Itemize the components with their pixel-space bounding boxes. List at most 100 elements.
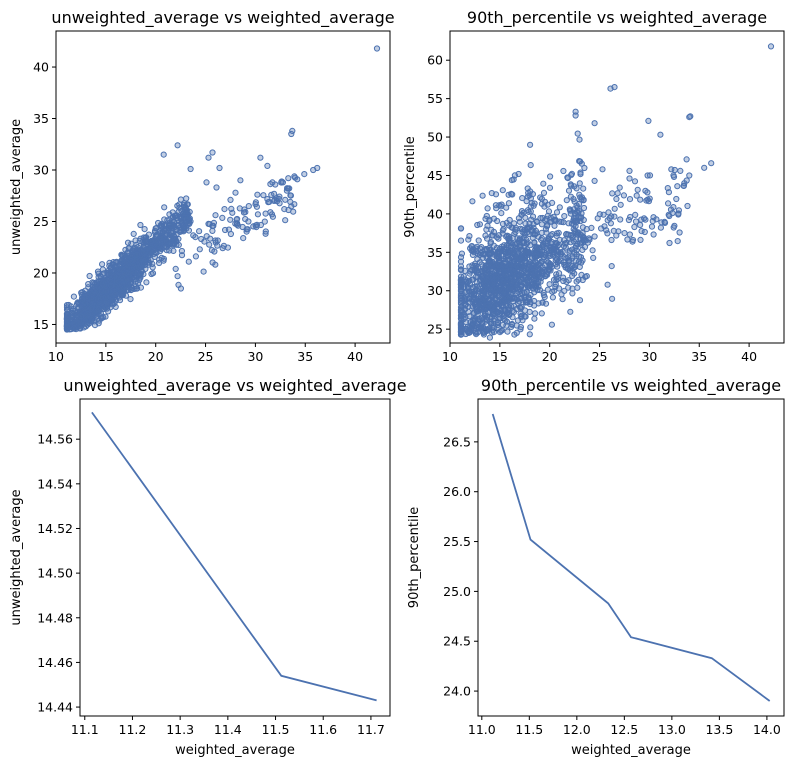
scatter-point — [525, 208, 532, 215]
scatter-point — [241, 206, 248, 213]
scatter-point — [123, 286, 131, 293]
scatter-point — [545, 266, 552, 273]
scatter-point — [168, 232, 175, 239]
scatter-point — [522, 220, 529, 227]
scatter-point — [611, 205, 618, 212]
scatter-point — [666, 239, 673, 247]
chart-title: 90th_percentile vs weighted_average — [481, 376, 781, 396]
scatter-point — [576, 240, 584, 247]
scatter-point — [487, 274, 494, 281]
scatter-point — [621, 230, 628, 237]
scatter-point — [203, 179, 210, 186]
scatter-point — [608, 263, 615, 270]
scatter-point — [133, 251, 141, 258]
scatter-point — [281, 206, 288, 213]
scatter-point — [118, 258, 125, 265]
scatter-point — [169, 209, 176, 216]
scatter-point — [117, 284, 124, 292]
scatter-point — [285, 175, 292, 182]
scatter-point — [480, 277, 487, 284]
scatter-point — [116, 297, 124, 304]
scatter-point — [138, 254, 146, 261]
scatter-point — [487, 250, 494, 257]
scatter-point — [665, 200, 672, 207]
scatter-point — [63, 304, 71, 311]
scatter-point — [513, 254, 520, 261]
scatter-point — [130, 230, 137, 237]
scatter-point — [480, 331, 487, 338]
scatter-point — [632, 218, 640, 225]
y-tick-label: 50 — [427, 130, 443, 145]
scatter-point — [463, 288, 470, 295]
scatter-point — [548, 244, 555, 252]
scatter-point — [508, 321, 516, 328]
scatter-point — [486, 334, 493, 341]
scatter-point — [537, 259, 545, 267]
scatter-point — [116, 266, 123, 273]
scatter-point — [531, 297, 538, 305]
scatter-point — [520, 209, 527, 216]
y-tick-label: 14.54 — [37, 476, 73, 491]
scatter-point — [211, 248, 218, 255]
scatter-point — [184, 214, 191, 221]
scatter-point — [235, 222, 242, 229]
scatter-point — [140, 260, 147, 267]
scatter-point — [549, 231, 556, 238]
scatter-point — [495, 235, 502, 242]
scatter-point — [282, 217, 289, 224]
x-tick-label: 35 — [297, 349, 313, 364]
scatter-point — [569, 285, 576, 292]
scatter-point — [620, 192, 628, 199]
scatter-point — [498, 210, 505, 217]
scatter-point — [132, 283, 139, 290]
scatter-point — [160, 257, 167, 264]
scatter-point — [112, 291, 119, 298]
scatter-point — [626, 175, 633, 182]
scatter-point — [470, 309, 477, 316]
chart-3: unweighted_average vs weighted_average 11… — [9, 376, 407, 758]
scatter-point — [567, 181, 574, 188]
scatter-point — [514, 247, 521, 254]
x-tick-label: 11.4 — [214, 722, 242, 737]
scatter-point — [457, 225, 465, 232]
y-tick-label: 25 — [427, 322, 443, 337]
scatter-point — [509, 224, 516, 231]
scatter-point — [206, 241, 213, 248]
scatter-point — [677, 167, 684, 174]
y-tick-label: 24.5 — [443, 634, 471, 649]
scatter-point — [578, 160, 585, 167]
scatter-point — [216, 164, 223, 172]
scatter-point — [644, 196, 651, 203]
scatter-point — [574, 284, 581, 291]
scatter-point — [572, 112, 579, 119]
scatter-point — [147, 257, 154, 264]
scatter-point — [68, 314, 75, 321]
scatter-point — [141, 226, 148, 233]
scatter-point — [629, 238, 636, 245]
scatter-point — [502, 271, 509, 278]
scatter-point — [178, 247, 185, 255]
scatter-point — [670, 172, 677, 179]
scatter-point — [657, 131, 664, 138]
y-tick-label: 15 — [33, 317, 49, 332]
scatter-point — [287, 198, 294, 205]
scatter-point — [569, 272, 576, 279]
scatter-point — [609, 190, 616, 197]
scatter-point — [166, 219, 173, 227]
scatter-point — [548, 321, 556, 328]
scatter-point — [267, 209, 274, 216]
scatter-point — [108, 282, 115, 289]
scatter-point — [459, 327, 466, 334]
scatter-point — [591, 120, 598, 127]
scatter-point — [583, 273, 590, 280]
scatter-point — [184, 208, 191, 215]
scatter-point — [600, 211, 607, 218]
scatter-point — [233, 216, 240, 223]
scatter-point — [549, 294, 557, 301]
scatter-point — [98, 313, 105, 320]
scatter-point — [254, 211, 261, 218]
scatter-point — [310, 166, 317, 174]
scatter-point — [510, 269, 518, 276]
scatter-point — [152, 237, 160, 244]
scatter-point — [466, 233, 473, 240]
